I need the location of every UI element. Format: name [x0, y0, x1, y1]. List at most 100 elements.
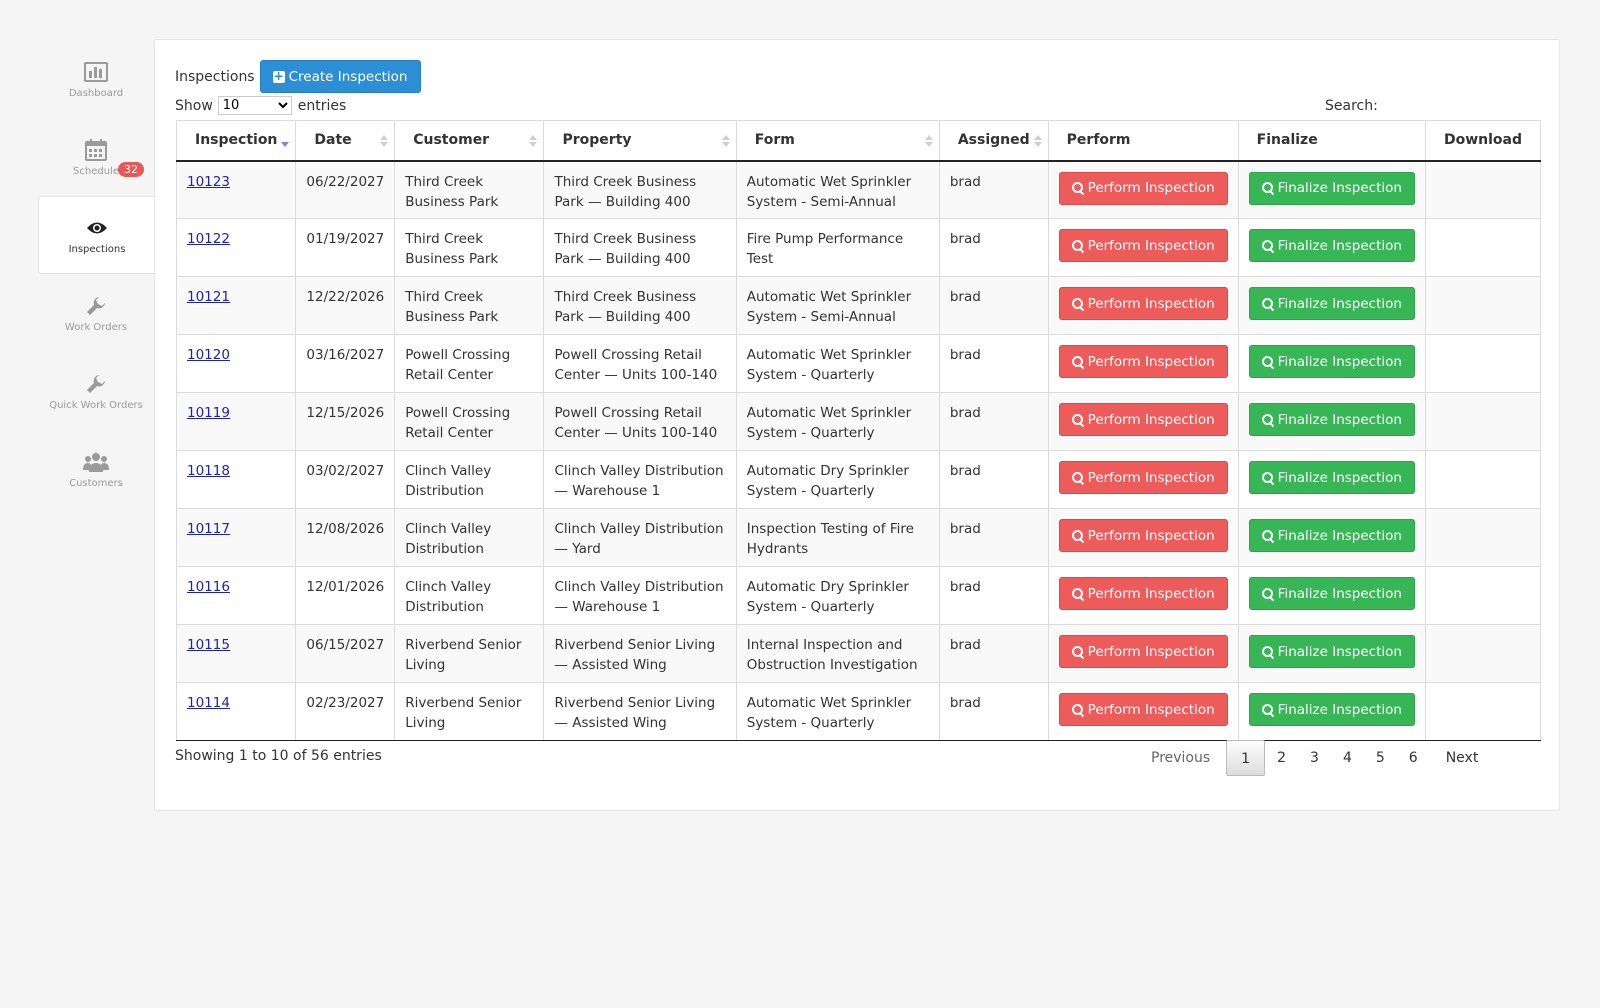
inspection-id-link[interactable]: 10119 — [187, 405, 230, 421]
inspection-id-link[interactable]: 10118 — [187, 463, 230, 479]
sidebar-item-quick-work-orders[interactable]: Quick Work Orders — [38, 352, 154, 430]
cell-assigned: brad — [938, 450, 1049, 509]
cell-customer: Third Creek Business Park — [394, 218, 545, 277]
inspection-id-link[interactable]: 10117 — [187, 521, 230, 537]
perform-inspection-button[interactable]: Perform Inspection — [1058, 171, 1228, 205]
perform-inspection-button[interactable]: Perform Inspection — [1058, 577, 1228, 610]
cell-form: Automatic Dry Sprinkler System - Quarter… — [735, 450, 940, 509]
table-row: 10120 03/16/2027 Powell Crossing Retail Ce… — [175, 334, 1542, 393]
cell-perform: Perform Inspection — [1047, 624, 1239, 683]
search-icon — [1071, 182, 1084, 194]
perform-inspection-button[interactable]: Perform Inspection — [1058, 229, 1228, 262]
pagination-page-5[interactable]: 5 — [1375, 750, 1385, 766]
pagination-page-6[interactable]: 6 — [1408, 750, 1418, 766]
cell-property: Third Creek Business Park — Building 400 — [543, 160, 737, 219]
sidebar-item-inspections[interactable]: Inspections — [38, 196, 155, 274]
finalize-inspection-button[interactable]: Finalize Inspection — [1248, 345, 1415, 378]
perform-inspection-button[interactable]: Perform Inspection — [1058, 693, 1228, 726]
inspection-id-link[interactable]: 10122 — [187, 231, 230, 247]
inspection-id-link[interactable]: 10121 — [187, 289, 230, 305]
finalize-inspection-button[interactable]: Finalize Inspection — [1248, 519, 1415, 552]
pagination-previous[interactable]: Previous — [1151, 750, 1211, 766]
cell-perform: Perform Inspection — [1047, 392, 1239, 451]
page-length-select[interactable]: 10 — [217, 96, 292, 115]
search-icon — [1071, 529, 1084, 542]
cell-property: Clinch Valley Distribution — Warehouse 1 — [543, 566, 737, 625]
cell-finalize: Finalize Inspection — [1237, 218, 1426, 277]
search-input[interactable] — [1383, 96, 1544, 116]
cell-property: Powell Crossing Retail Center — Units 10… — [543, 392, 737, 451]
perform-inspection-label: Perform Inspection — [1087, 527, 1215, 544]
column-header-inspection[interactable]: Inspection — [175, 120, 297, 162]
table-row: 10123 06/22/2027 Third Creek Business Park… — [175, 160, 1542, 219]
cell-perform: Perform Inspection — [1047, 276, 1239, 335]
pagination-page-2[interactable]: 2 — [1277, 750, 1287, 766]
perform-inspection-button[interactable]: Perform Inspection — [1058, 345, 1228, 378]
finalize-inspection-button[interactable]: Finalize Inspection — [1248, 461, 1415, 494]
finalize-inspection-button[interactable]: Finalize Inspection — [1248, 403, 1415, 436]
cell-date: 12/08/2026 — [295, 508, 396, 567]
pagination: Previous 1 2 3 4 5 6 Next — [1139, 740, 1490, 776]
cell-property: Riverbend Senior Living — Assisted Wing — [543, 624, 737, 683]
perform-inspection-button[interactable]: Perform Inspection — [1058, 461, 1228, 494]
pagination-page-3[interactable]: 3 — [1310, 750, 1319, 766]
cell-inspection: 10119 — [175, 392, 297, 451]
pagination-page-1[interactable]: 1 — [1226, 740, 1266, 776]
perform-inspection-label: Perform Inspection — [1087, 585, 1215, 602]
finalize-inspection-button[interactable]: Finalize Inspection — [1248, 693, 1415, 726]
cell-download — [1424, 624, 1542, 683]
table-row: 10118 03/02/2027 Clinch Valley Distributio… — [175, 450, 1542, 509]
perform-inspection-button[interactable]: Perform Inspection — [1058, 519, 1228, 552]
inspection-id-link[interactable]: 10114 — [187, 695, 230, 711]
cell-finalize: Finalize Inspection — [1237, 392, 1426, 451]
cell-date: 03/02/2027 — [295, 450, 396, 509]
finalize-inspection-label: Finalize Inspection — [1277, 237, 1402, 254]
finalize-inspection-button[interactable]: Finalize Inspection — [1248, 577, 1415, 610]
sidebar-item-schedule[interactable]: Schedule 32 — [38, 118, 154, 196]
finalize-inspection-label: Finalize Inspection — [1277, 353, 1402, 370]
search-icon — [1261, 703, 1274, 716]
cell-customer: Third Creek Business Park — [394, 160, 545, 219]
perform-inspection-button[interactable]: Perform Inspection — [1058, 635, 1228, 668]
sidebar-item-work-orders[interactable]: Work Orders — [38, 274, 154, 352]
inspection-id-link[interactable]: 10116 — [187, 579, 230, 595]
inspection-id-link[interactable]: 10120 — [187, 347, 230, 363]
table-row: 10122 01/19/2027 Third Creek Business Park… — [175, 218, 1542, 277]
sort-icon — [1033, 135, 1042, 149]
inspection-id-link[interactable]: 10123 — [187, 173, 230, 190]
cell-customer: Clinch Valley Distribution — [394, 508, 545, 567]
column-header-label: Date — [314, 132, 352, 149]
finalize-inspection-button[interactable]: Finalize Inspection — [1248, 229, 1415, 262]
cell-assigned: brad — [938, 508, 1049, 567]
finalize-inspection-button[interactable]: Finalize Inspection — [1248, 287, 1415, 320]
perform-inspection-button[interactable]: Perform Inspection — [1058, 287, 1228, 320]
column-header-form[interactable]: Form — [735, 120, 940, 162]
pagination-page-4[interactable]: 4 — [1342, 750, 1352, 766]
perform-inspection-label: Perform Inspection — [1087, 295, 1215, 312]
pagination-next[interactable]: Next — [1445, 750, 1479, 766]
cell-inspection: 10115 — [175, 624, 297, 683]
finalize-inspection-button[interactable]: Finalize Inspection — [1248, 171, 1415, 205]
sidebar-item-customers[interactable]: Customers — [38, 430, 154, 508]
column-header-customer[interactable]: Customer — [394, 120, 545, 162]
create-inspection-button[interactable]: + Create Inspection — [259, 60, 421, 93]
perform-inspection-button[interactable]: Perform Inspection — [1058, 403, 1228, 436]
column-header-property[interactable]: Property — [543, 120, 737, 162]
column-header-assigned[interactable]: Assigned — [938, 120, 1049, 162]
column-header-label: Form — [754, 132, 795, 149]
search-icon — [1071, 645, 1084, 658]
search-icon — [1071, 355, 1084, 368]
cell-date: 06/22/2027 — [295, 160, 396, 219]
bar-chart-icon — [84, 60, 108, 84]
cell-download — [1424, 276, 1542, 335]
cell-finalize: Finalize Inspection — [1237, 450, 1426, 509]
cell-assigned: brad — [938, 624, 1049, 683]
cell-form: Automatic Wet Sprinkler System - Quarter… — [735, 682, 940, 741]
column-header-label: Property — [562, 132, 632, 149]
create-inspection-label: Create Inspection — [288, 68, 408, 85]
column-header-date[interactable]: Date — [295, 120, 396, 162]
inspection-id-link[interactable]: 10115 — [187, 637, 230, 653]
cell-inspection: 10121 — [175, 276, 297, 335]
finalize-inspection-button[interactable]: Finalize Inspection — [1248, 635, 1415, 668]
sidebar-item-dashboard[interactable]: Dashboard — [38, 40, 154, 118]
